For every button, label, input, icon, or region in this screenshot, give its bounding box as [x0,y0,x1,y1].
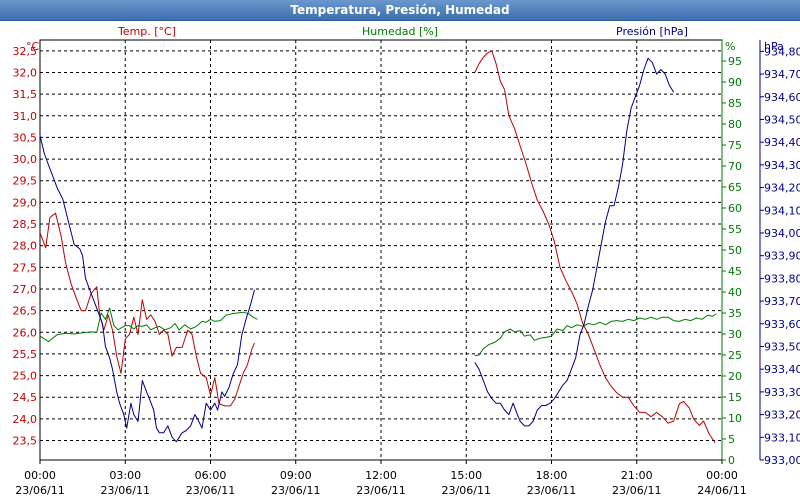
axis-labels: 23,5 24,0 24,5 25,0 25,5 26,0 26,5 27,0 27,5 28,0… [13,25,800,497]
hum-tick-label: 30 [728,328,742,341]
temp-tick-label: 24,0 [13,413,38,426]
x-tick-date: 23/06/11 [271,484,320,497]
pres-tick-label: 934,60 [764,91,800,104]
hum-tick-label: 80 [728,118,742,131]
temp-tick-label: 27,5 [13,261,38,274]
x-tick-time: 15:00 [450,469,482,482]
temp-tick-label: 30,5 [13,131,38,144]
temp-tick-label: 31,0 [13,110,38,123]
x-tick-time: 21:00 [621,469,653,482]
chart-title: Temperatura, Presión, Humedad [0,0,800,21]
x-tick-time: 12:00 [365,469,397,482]
temp-tick-label: 32,0 [13,66,38,79]
temp-tick-label: 25,5 [13,348,38,361]
hum-tick-label: 60 [728,202,742,215]
pres-tick-label: 933,10 [764,431,800,444]
hum-tick-label: 40 [728,286,742,299]
temp-tick-label: 31,5 [13,88,38,101]
series-line-pres-0 [39,135,255,443]
x-tick-time: 03:00 [109,469,141,482]
x-tick-date: 23/06/11 [442,484,491,497]
x-tick-time: 09:00 [280,469,312,482]
temp-tick-label: 24,5 [13,391,38,404]
temp-tick-label: 32,5 [13,45,38,58]
x-tick-date: 23/06/11 [15,484,64,497]
hum-tick-label: 0 [728,454,735,467]
x-tick-date: 23/06/11 [101,484,150,497]
pres-tick-label: 934,20 [764,182,800,195]
pres-tick-label: 933,80 [764,272,800,285]
hum-tick-label: 70 [728,160,742,173]
x-tick-time: 00:00 [24,469,56,482]
series-line-hum-1 [474,313,717,357]
x-tick-time: 00:00 [706,469,738,482]
pres-unit: hPa [764,40,784,53]
x-tick-date: 23/06/11 [356,484,405,497]
pres-tick-label: 934,70 [764,68,800,81]
hum-axis-title: Humedad [%] [362,25,438,38]
x-tick-date: 23/06/11 [527,484,576,497]
pres-tick-label: 933,60 [764,318,800,331]
pres-tick-label: 934,10 [764,204,800,217]
pres-tick-label: 934,80 [764,45,800,58]
grid [39,39,723,461]
series-line-pres-1 [474,57,675,427]
pres-axis-title: Presión [hPa] [616,25,688,38]
hum-tick-label: 20 [728,370,742,383]
hum-tick-label: 75 [728,139,742,152]
pres-tick-label: 934,30 [764,159,800,172]
temp-tick-label: 29,5 [13,175,38,188]
hum-tick-label: 50 [728,244,742,257]
temp-tick-label: 28,5 [13,218,38,231]
temp-tick-label: 23,5 [13,435,38,448]
pres-tick-label: 934,50 [764,113,800,126]
pres-tick-label: 933,50 [764,340,800,353]
x-tick-time: 18:00 [536,469,568,482]
pres-tick-label: 934,00 [764,227,800,240]
x-tick-time: 06:00 [195,469,227,482]
x-tick-date: 23/06/11 [612,484,661,497]
x-tick-date: 23/06/11 [186,484,235,497]
pres-tick-label: 933,90 [764,250,800,263]
temp-tick-label: 28,0 [13,240,38,253]
hum-tick-label: 65 [728,181,742,194]
temp-tick-label: 25,0 [13,370,38,383]
series-line-temp-1 [474,50,716,443]
x-tick-date: 24/06/11 [697,484,746,497]
temp-tick-label: 26,0 [13,326,38,339]
series-layer [39,50,717,443]
pres-tick-label: 934,40 [764,136,800,149]
pres-tick-label: 933,00 [764,454,800,467]
hum-tick-label: 10 [728,412,742,425]
hum-tick-label: 95 [728,55,742,68]
pres-tick-label: 933,70 [764,295,800,308]
pres-tick-label: 933,30 [764,386,800,399]
pres-tick-label: 933,20 [764,409,800,422]
temp-tick-label: 29,0 [13,196,38,209]
series-line-temp-0 [39,212,255,407]
series-line-hum-0 [39,307,258,343]
temp-unit: °C [26,40,40,53]
hum-tick-label: 5 [728,433,735,446]
hum-tick-label: 55 [728,223,742,236]
hum-tick-label: 85 [728,97,742,110]
hum-tick-label: 15 [728,391,742,404]
hum-tick-label: 45 [728,265,742,278]
pres-tick-label: 933,40 [764,363,800,376]
temp-axis-title: Temp. [°C] [117,25,176,38]
axes [39,40,764,464]
temp-tick-label: 26,5 [13,305,38,318]
hum-unit: % [725,40,735,53]
temp-tick-label: 30,0 [13,153,38,166]
temp-tick-label: 27,0 [13,283,38,296]
hum-tick-label: 35 [728,307,742,320]
hum-tick-label: 90 [728,76,742,89]
hum-tick-label: 25 [728,349,742,362]
